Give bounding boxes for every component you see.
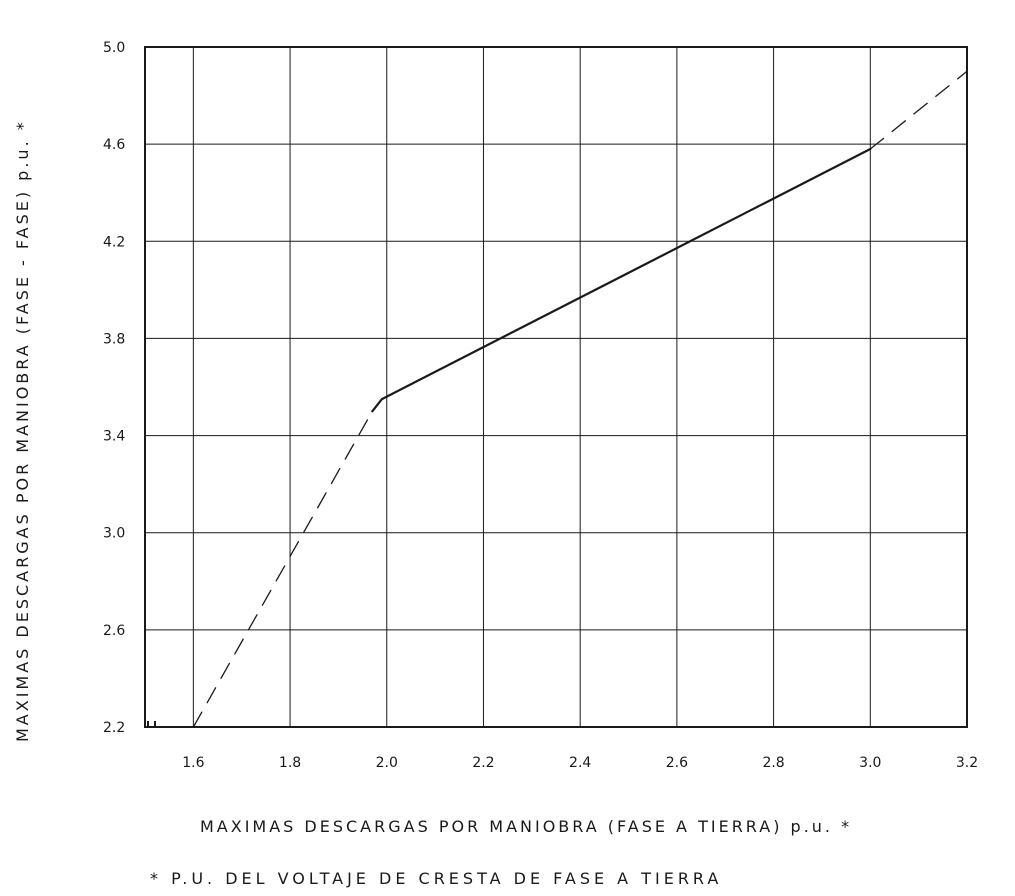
series-layer	[192, 70, 968, 728]
y-tick-label: 4.2	[103, 234, 125, 250]
x-tick-label: 2.0	[376, 755, 398, 771]
grid	[145, 47, 967, 728]
y-tick-label: 2.2	[103, 720, 125, 736]
x-tick-label: 2.4	[569, 755, 591, 771]
y-axis-title: MAXIMAS DESCARGAS POR MANIOBRA (FASE - F…	[13, 119, 32, 742]
y-tick-label: 3.4	[103, 429, 125, 445]
y-tick-labels: 2.2 2.6 3.0 3.4 3.8 4.2 4.6 5.0	[103, 40, 125, 736]
x-tick-label: 2.8	[762, 755, 784, 771]
x-tick-label: 1.6	[182, 755, 204, 771]
y-tick-label: 4.6	[103, 137, 125, 153]
x-axis-title: MAXIMAS DESCARGAS POR MANIOBRA (FASE A T…	[200, 817, 852, 836]
y-tick-label: 3.0	[103, 526, 125, 542]
x-tick-label: 3.0	[859, 755, 881, 771]
y-tick-label: 5.0	[103, 40, 125, 56]
y-tick-label: 2.6	[103, 623, 125, 639]
x-tick-label: 2.2	[472, 755, 494, 771]
plot-frame	[144, 46, 968, 728]
x-tick-labels: 1.6 1.8 2.0 2.2 2.4 2.6 2.8 3.0 3.2	[182, 755, 978, 771]
y-tick-label: 3.8	[103, 331, 125, 347]
series-line-2-dashed	[869, 70, 968, 150]
x-tick-label: 1.8	[279, 755, 301, 771]
series-line-0-dashed	[192, 410, 373, 728]
x-tick-label: 3.2	[956, 755, 978, 771]
x-tick-label: 2.6	[666, 755, 688, 771]
series-line-1-solid	[371, 147, 872, 413]
footnote: * P.U. DEL VOLTAJE DE CRESTA DE FASE A T…	[150, 869, 722, 888]
